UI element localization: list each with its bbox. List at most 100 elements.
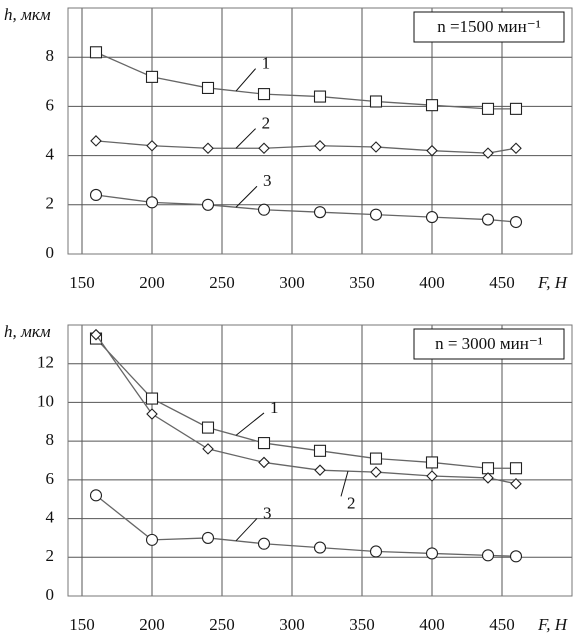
marker: [370, 141, 382, 153]
y-tick-label: 4: [46, 145, 55, 164]
x-tick-label: 300: [279, 273, 305, 292]
series-line: [95, 51, 516, 110]
marker: [425, 211, 439, 224]
y-tick-label: 8: [46, 46, 55, 65]
marker: [145, 196, 159, 209]
marker: [201, 81, 215, 94]
x-tick-label: 300: [279, 615, 305, 634]
label-leader: [235, 518, 258, 542]
series-line: [95, 194, 517, 223]
x-tick-label: 150: [69, 273, 95, 292]
x-tick-label: 250: [209, 615, 235, 634]
x-tick-label: 450: [489, 615, 515, 634]
marker: [509, 102, 523, 115]
series-label: 2: [347, 493, 356, 512]
marker: [258, 142, 270, 154]
marker: [146, 408, 158, 420]
marker: [90, 328, 102, 341]
label-leader: [235, 185, 258, 208]
marker: [509, 462, 523, 475]
label-leader: [340, 471, 349, 497]
marker: [145, 533, 159, 546]
marker: [369, 545, 383, 558]
y-tick-label: 6: [46, 95, 55, 114]
x-tick-label: 150: [69, 615, 95, 634]
annotation: n =1500 мин⁻¹: [437, 17, 541, 36]
marker: [510, 142, 522, 154]
y-tick-label: 6: [46, 469, 55, 488]
marker: [89, 46, 103, 59]
marker: [425, 99, 439, 112]
marker: [145, 392, 159, 405]
y-tick-label: 0: [46, 243, 55, 262]
marker: [257, 203, 271, 216]
plot-frame: [67, 7, 573, 255]
label-leader: [235, 412, 265, 436]
series-label: 3: [263, 171, 272, 190]
series-label: 1: [270, 398, 279, 417]
y-tick-label: 4: [46, 507, 55, 526]
marker: [202, 443, 214, 455]
x-tick-label: 400: [419, 615, 445, 634]
marker: [257, 88, 271, 101]
marker: [481, 462, 495, 475]
marker: [370, 466, 382, 478]
x-axis-label: F, Н: [537, 615, 569, 634]
marker: [257, 437, 271, 450]
series-label: 3: [263, 503, 272, 522]
marker: [426, 144, 438, 157]
marker: [146, 139, 158, 152]
marker: [89, 489, 103, 502]
marker: [482, 472, 494, 484]
marker: [201, 421, 215, 434]
marker: [509, 550, 523, 563]
x-tick-label: 350: [349, 615, 375, 634]
y-axis-label: h, мкм: [4, 322, 51, 341]
marker: [257, 537, 271, 550]
series-label: 1: [262, 54, 271, 73]
x-tick-label: 200: [139, 615, 165, 634]
marker: [369, 208, 383, 221]
marker: [313, 541, 327, 554]
x-tick-label: 250: [209, 273, 235, 292]
marker: [482, 147, 494, 159]
marker: [201, 198, 215, 211]
marker: [481, 549, 495, 562]
marker: [369, 452, 383, 465]
plot-frame: [67, 324, 573, 597]
marker: [89, 188, 103, 202]
marker: [201, 531, 215, 544]
annotation-box: [413, 328, 565, 360]
marker: [313, 90, 327, 103]
y-tick-label: 0: [46, 585, 55, 604]
series-label: 2: [262, 114, 271, 133]
annotation-box: [413, 11, 565, 43]
x-tick-label: 450: [489, 273, 515, 292]
marker: [314, 464, 326, 476]
x-axis-label: F, Н: [537, 273, 569, 292]
marker: [313, 206, 327, 219]
y-tick-label: 2: [46, 546, 55, 565]
y-tick-label: 12: [37, 353, 54, 372]
y-tick-label: 10: [37, 391, 54, 410]
marker: [481, 213, 495, 226]
marker: [314, 139, 326, 152]
x-tick-label: 400: [419, 273, 445, 292]
marker: [258, 456, 270, 469]
marker: [425, 547, 439, 560]
marker: [510, 477, 522, 490]
marker: [313, 444, 327, 457]
series-line: [95, 140, 517, 154]
marker: [425, 456, 439, 469]
marker: [369, 95, 383, 108]
series-line: [95, 494, 517, 557]
label-leader: [235, 128, 256, 149]
marker: [202, 142, 214, 154]
y-axis-label: h, мкм: [4, 5, 51, 24]
label-leader: [235, 68, 256, 92]
y-tick-label: 2: [46, 194, 55, 213]
y-tick-label: 8: [46, 430, 55, 449]
marker: [509, 215, 523, 229]
marker: [145, 70, 159, 83]
